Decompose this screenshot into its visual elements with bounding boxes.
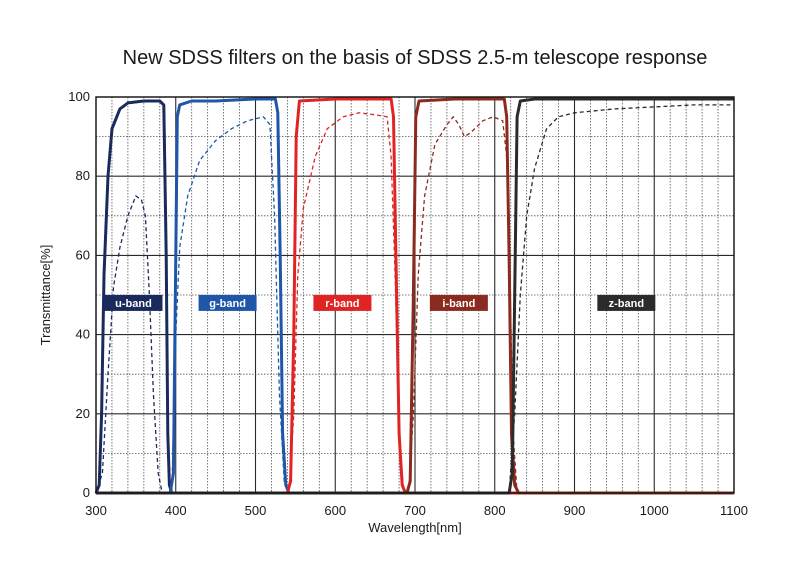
x-tick-label: 1000 (640, 503, 669, 518)
band-labels: u-band g-band r-band i-band z-band (104, 294, 656, 311)
g-band-label-box (198, 294, 257, 311)
x-tick-label: 700 (404, 503, 426, 518)
z-band-label: z-band (609, 298, 644, 310)
y-tick-label: 0 (83, 485, 90, 500)
r-band-label-box (313, 294, 372, 311)
u-band-solid-curve (94, 99, 734, 495)
y-tick-label: 100 (68, 89, 90, 104)
tick-labels: 300 400 500 600 700 800 900 1000 1100 0 20 40 60 80 10… (68, 89, 748, 518)
y-tick-label: 40 (76, 327, 90, 342)
u-band-label-box (104, 294, 163, 311)
i-band-label-box (429, 294, 488, 311)
x-tick-label: 400 (165, 503, 187, 518)
y-tick-label: 80 (76, 168, 90, 183)
z-band-solid-curve (96, 97, 734, 495)
x-tick-label: 500 (245, 503, 267, 518)
r-band-label: r-band (325, 298, 359, 310)
filter-curves (94, 97, 734, 495)
r-band-solid-curve (96, 97, 734, 495)
y-axis-label: Transmittance[%] (38, 245, 53, 346)
y-tick-label: 20 (76, 406, 90, 421)
i-band-label: i-band (442, 298, 475, 310)
z-band-label-box (597, 294, 656, 311)
x-tick-label: 300 (85, 503, 107, 518)
x-tick-label: 900 (564, 503, 586, 518)
g-band-label: g-band (209, 298, 246, 310)
grid (96, 97, 734, 493)
z-band-dashed-curve (96, 104, 734, 494)
u-band-dashed-curve (95, 194, 734, 494)
plot-frame (95, 96, 735, 494)
x-axis-label: Wavelength[nm] (368, 520, 461, 535)
x-tick-label: 800 (484, 503, 506, 518)
chart-title: New SDSS filters on the basis of SDSS 2.… (123, 47, 708, 69)
u-band-label: u-band (115, 298, 152, 310)
x-tick-label: 600 (324, 503, 346, 518)
x-tick-label: 1100 (720, 503, 748, 518)
g-band-solid-curve (96, 97, 734, 495)
y-tick-label: 60 (76, 247, 90, 262)
